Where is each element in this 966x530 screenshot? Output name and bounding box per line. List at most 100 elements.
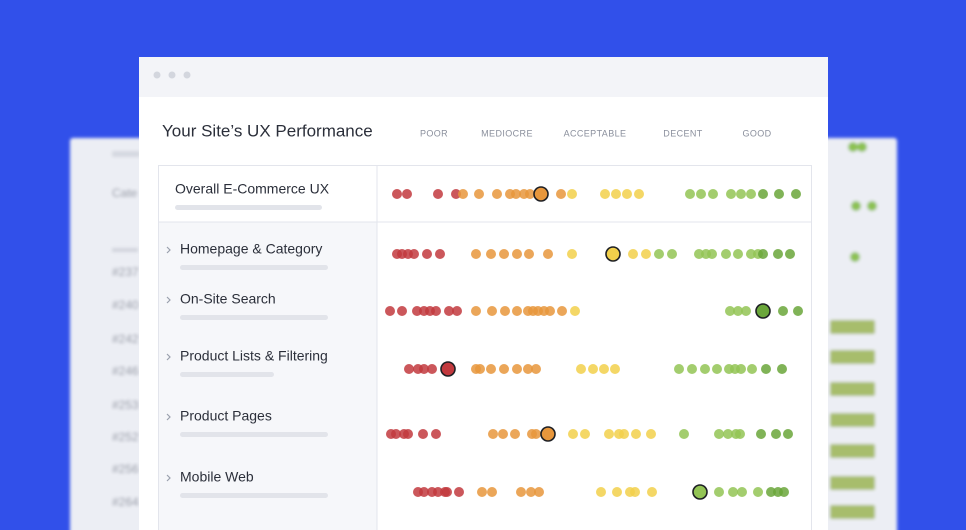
dot: [599, 364, 609, 374]
dot: [707, 249, 717, 259]
dot: [793, 306, 803, 316]
dot: [723, 429, 733, 439]
dot: [403, 429, 413, 439]
dot: [791, 189, 801, 199]
dot: [492, 189, 502, 199]
dot: [404, 364, 414, 374]
background-label: Cate: [112, 186, 138, 200]
row[interactable]: On-Site Search: [166, 291, 803, 320]
panel-dot: [857, 142, 867, 152]
dot: [499, 249, 509, 259]
dot: [567, 249, 577, 259]
dot: [543, 249, 553, 259]
panel-bar: [112, 151, 140, 157]
dot: [611, 189, 621, 199]
row[interactable]: Product Pages: [166, 408, 793, 442]
dot: [600, 189, 610, 199]
dot: [746, 249, 756, 259]
dot: [619, 429, 629, 439]
dot: [498, 429, 508, 439]
dot: [409, 249, 419, 259]
background-label: #256: [112, 462, 139, 476]
dot: [758, 189, 768, 199]
row-bar: [175, 205, 322, 210]
row-bar: [180, 493, 328, 498]
dot: [511, 189, 521, 199]
panel-bar: [830, 476, 875, 490]
dot: [733, 306, 743, 316]
dot: [610, 364, 620, 374]
panel-bar: [830, 413, 875, 427]
panel-bar: [830, 444, 875, 458]
dot: [576, 364, 586, 374]
chevron: [166, 353, 171, 361]
dot: [741, 306, 751, 316]
dot: [474, 189, 484, 199]
panel-dot: [848, 142, 858, 152]
row-label: Homepage & Category: [180, 241, 322, 257]
dot: [486, 364, 496, 374]
dot: [487, 306, 497, 316]
row[interactable]: Product Lists & Filtering: [166, 348, 787, 377]
scale-label: GOOD: [742, 128, 771, 138]
dot: [631, 429, 641, 439]
dot: [475, 364, 485, 374]
dot: [733, 249, 743, 259]
dot: [444, 306, 454, 316]
panel-bar: [112, 248, 138, 252]
dot: [526, 487, 536, 497]
row-label: Product Lists & Filtering: [180, 348, 328, 364]
dot: [419, 364, 429, 374]
background-label: #242: [112, 332, 139, 346]
dot: [596, 487, 606, 497]
dot: [766, 487, 776, 497]
left-panel: Cate #237 #240 #242 #246 #253 #252 #256 #264: [70, 138, 150, 530]
row: Overall E-Commerce UX: [175, 181, 801, 210]
dot: [779, 487, 789, 497]
window-dot: [183, 71, 191, 79]
dot: [433, 487, 443, 497]
left-labels: Cate #237 #240 #242 #246 #253 #252 #256 #264: [112, 186, 139, 509]
dot: [654, 249, 664, 259]
dot: [557, 306, 567, 316]
dot: [696, 189, 706, 199]
dot: [451, 189, 461, 199]
dot: [500, 306, 510, 316]
dot: [516, 487, 526, 497]
dot: [442, 487, 452, 497]
dot: [419, 487, 429, 497]
dot: [487, 487, 497, 497]
dot: [391, 429, 401, 439]
highlight-dot: [440, 361, 456, 377]
row-label: Overall E-Commerce UX: [175, 181, 330, 197]
dot: [736, 364, 746, 374]
background-label: #237: [112, 265, 139, 279]
panel: [70, 138, 150, 530]
dot: [721, 249, 731, 259]
dot: [486, 249, 496, 259]
dot: [431, 306, 441, 316]
dot: [687, 364, 697, 374]
dot: [777, 364, 787, 374]
dot: [525, 189, 535, 199]
highlight-dot: [533, 186, 549, 202]
dot: [422, 249, 432, 259]
dot: [510, 429, 520, 439]
highlight-dot: [755, 303, 771, 319]
scale-label: DECENT: [663, 128, 703, 138]
dot: [746, 189, 756, 199]
background-label: #252: [112, 430, 139, 444]
dot: [433, 189, 443, 199]
chevron: [166, 413, 171, 421]
dot: [634, 189, 644, 199]
dot: [714, 487, 724, 497]
row[interactable]: Homepage & Category: [166, 241, 795, 270]
row-bar: [180, 265, 328, 270]
dot: [778, 306, 788, 316]
dot: [604, 429, 614, 439]
dot: [785, 249, 795, 259]
row[interactable]: Mobile Web: [166, 469, 789, 500]
window: Your Site’s UX Performance POOR MEDIOCRE A…: [139, 57, 828, 530]
